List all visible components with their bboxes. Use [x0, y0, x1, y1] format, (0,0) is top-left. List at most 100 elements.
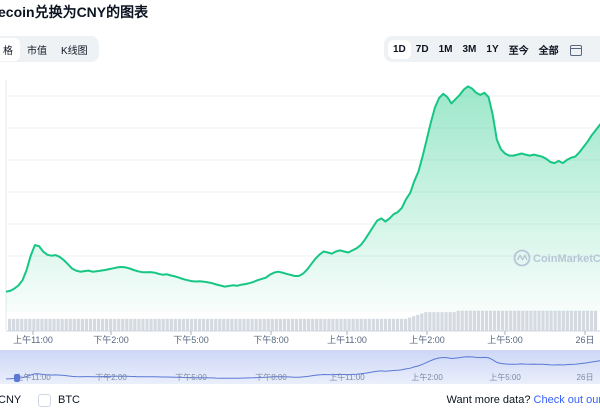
volume-bar — [472, 310, 476, 331]
tab-candlestick[interactable]: K线图 — [61, 45, 88, 57]
volume-bar — [492, 310, 497, 331]
volume-bar — [339, 318, 343, 331]
more-data-link[interactable]: Check out our — [533, 394, 600, 406]
volume-bar — [145, 318, 149, 331]
navigator-handle-left[interactable] — [14, 374, 20, 382]
volume-bar — [351, 318, 355, 331]
volume-bar — [363, 318, 367, 331]
volume-bar — [448, 312, 452, 331]
volume-bar — [585, 310, 590, 331]
volume-bar — [367, 318, 371, 331]
btc-toggle-label[interactable]: BTC — [58, 394, 80, 406]
volume-bar — [399, 318, 404, 331]
volume-bar — [117, 318, 121, 331]
volume-bar — [375, 318, 379, 331]
price-area — [6, 86, 600, 312]
volume-bar — [395, 318, 400, 331]
cny-toggle-label[interactable]: CNY — [0, 394, 22, 406]
volume-bar — [113, 318, 117, 331]
volume-bar — [20, 318, 24, 331]
time-label: 26日 — [575, 335, 594, 345]
volume-bar — [189, 318, 194, 331]
volume-bar — [537, 310, 541, 331]
volume-bar — [214, 318, 218, 331]
volume-bar — [12, 318, 16, 331]
volume-bar — [274, 318, 278, 331]
volume-bar — [234, 318, 238, 331]
volume-bar — [298, 318, 303, 331]
volume-bar — [206, 318, 210, 331]
volume-bar — [80, 318, 84, 331]
volume-bar — [165, 318, 169, 331]
time-label: 上午2:00 — [409, 334, 445, 345]
time-label: 下午2:00 — [93, 334, 129, 345]
volume-bar — [56, 318, 60, 331]
tab-3m[interactable]: 3M — [462, 43, 477, 55]
volume-bar — [60, 318, 64, 331]
volume-bar — [440, 312, 444, 331]
volume-bar — [468, 310, 472, 331]
volume-bar — [432, 312, 436, 331]
volume-bar — [121, 318, 125, 331]
coinmarketcap-logo-icon — [513, 249, 531, 267]
volume-bar — [496, 310, 501, 331]
tab-all[interactable]: 全部 — [538, 45, 559, 57]
volume-bar — [250, 318, 254, 331]
btc-checkbox[interactable] — [38, 394, 51, 407]
navigator-panel[interactable] — [0, 350, 600, 384]
chart-type-tabs: 格 市值 K线图 — [0, 36, 99, 62]
volume-bar — [315, 318, 319, 331]
volume-bar — [137, 318, 141, 331]
volume-bar — [129, 318, 133, 331]
volume-bar — [40, 318, 44, 331]
volume-bar — [460, 310, 464, 331]
volume-bar — [444, 312, 448, 331]
volume-bar — [197, 318, 202, 331]
volume-bar — [517, 310, 521, 331]
tab-ytd[interactable]: 至今 — [508, 45, 529, 57]
calendar-icon[interactable] — [569, 44, 582, 56]
volume-bar — [262, 318, 266, 331]
volume-bar — [52, 318, 56, 331]
tab-price[interactable]: 格 — [0, 37, 20, 61]
volume-bar — [501, 310, 505, 331]
volume-bar — [307, 318, 311, 331]
tab-1d[interactable]: 1D — [388, 39, 411, 59]
tab-1m[interactable]: 1M — [438, 43, 453, 55]
navigator-time-axis: 上午11:00 下午2:00 下午5:00 下午8:00 上午11:00 上午2:00 上午… — [15, 372, 593, 382]
volume-bar — [72, 318, 76, 331]
volume-bar — [355, 318, 359, 331]
volume-bar — [476, 310, 481, 331]
volume-bar — [593, 310, 598, 331]
volume-bar — [76, 318, 80, 331]
volume-bar — [169, 318, 173, 331]
volume-bar — [64, 318, 68, 331]
volume-bar — [319, 318, 323, 331]
volume-bar — [254, 318, 258, 331]
volume-bar — [509, 310, 513, 331]
volume-bar — [16, 318, 20, 331]
time-label: 上午11:00 — [13, 334, 53, 345]
volume-bar — [565, 310, 569, 331]
volume-bar — [193, 318, 198, 331]
volume-bar — [359, 318, 363, 331]
volume-bar — [100, 318, 105, 331]
volume-bar — [452, 312, 456, 331]
volume-bar — [84, 318, 89, 331]
tab-1y[interactable]: 1Y — [486, 43, 499, 55]
volume-bar — [488, 310, 493, 331]
more-data-question: Want more data? — [446, 394, 531, 406]
volume-bar — [387, 318, 392, 331]
volume-bar — [577, 310, 582, 331]
volume-bar — [141, 318, 145, 331]
page-title: ecoin兑换为CNY的图表 — [0, 4, 149, 20]
tab-market-cap[interactable]: 市值 — [27, 45, 47, 57]
volume-bar — [8, 318, 12, 331]
volume-bar — [149, 318, 153, 331]
price-chart[interactable]: CoinMarketCap 上午11:00下午2:00下午5:00下午8:00上… — [0, 0, 600, 390]
tab-7d[interactable]: 7D — [415, 43, 429, 55]
volume-bar — [505, 310, 509, 331]
volume-bar — [242, 318, 246, 331]
price-line — [5, 85, 600, 293]
volume-bar — [181, 318, 186, 331]
